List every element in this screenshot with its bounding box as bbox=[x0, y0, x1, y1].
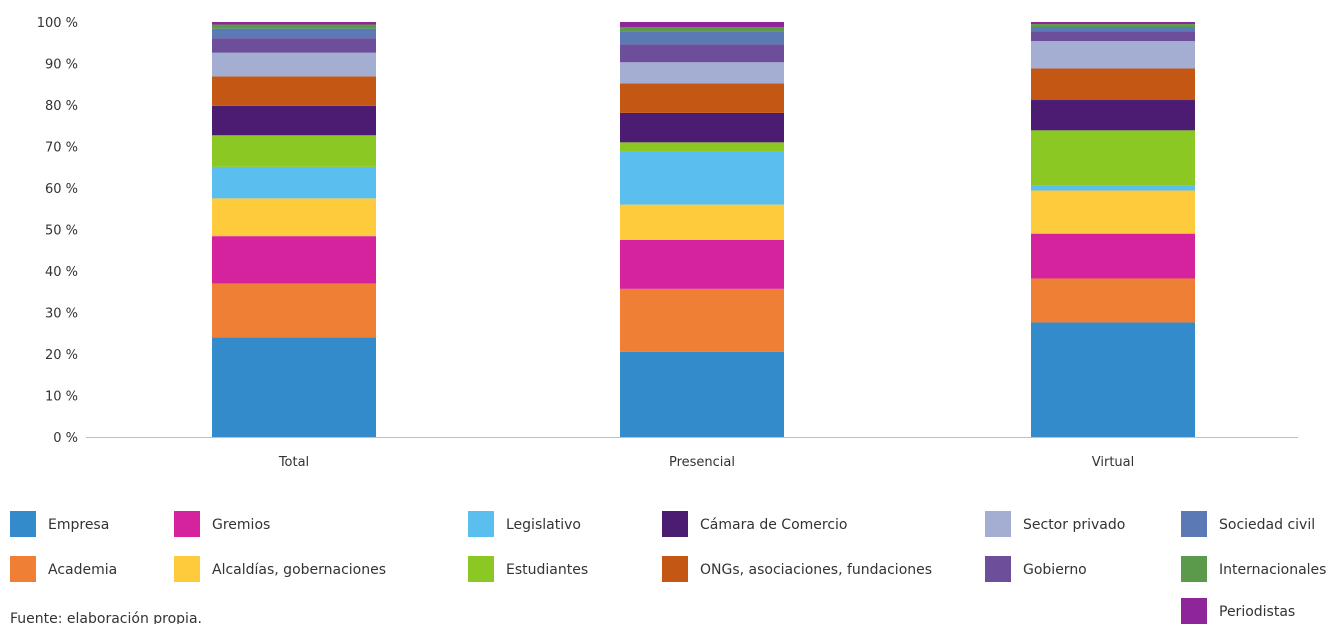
legend-label: Periodistas bbox=[1219, 604, 1295, 620]
legend-swatch bbox=[1181, 598, 1207, 624]
bar-segment-virtual-12 bbox=[1031, 22, 1195, 25]
legend-label: Sector privado bbox=[1023, 517, 1125, 533]
x-tick-label: Virtual bbox=[1092, 455, 1134, 470]
legend-item: Gremios bbox=[174, 511, 270, 537]
legend: Empresa Gremios Legislativo Cámara de Comer… bbox=[10, 511, 1326, 624]
y-tick-label: 100 % bbox=[37, 16, 78, 31]
legend-label: Estudiantes bbox=[506, 562, 588, 578]
y-tick-label: 70 % bbox=[45, 141, 78, 156]
legend-swatch bbox=[174, 511, 200, 537]
bar-segment-presencial-11 bbox=[620, 26, 784, 32]
bar-segment-virtual-2 bbox=[1031, 233, 1195, 279]
bar-segment-virtual-8 bbox=[1031, 41, 1195, 69]
bar-segment-total-2 bbox=[212, 236, 376, 284]
legend-item: Gobierno bbox=[985, 556, 1087, 582]
legend-label: Academia bbox=[48, 562, 117, 578]
x-tick-label: Presencial bbox=[669, 455, 735, 470]
y-tick-label: 0 % bbox=[53, 431, 78, 446]
y-tick-label: 40 % bbox=[45, 265, 78, 280]
legend-item: Estudiantes bbox=[468, 556, 588, 582]
y-tick-label: 20 % bbox=[45, 348, 78, 363]
bar-segment-total-12 bbox=[212, 22, 376, 25]
legend-item: Sector privado bbox=[985, 511, 1125, 537]
x-tick-label: Total bbox=[278, 455, 309, 470]
legend-item: Legislativo bbox=[468, 511, 581, 537]
bar-segment-total-5 bbox=[212, 135, 376, 167]
bar-segment-presencial-3 bbox=[620, 204, 784, 240]
y-tick-label: 50 % bbox=[45, 224, 78, 239]
bar-segment-presencial-1 bbox=[620, 288, 784, 352]
legend-swatch bbox=[174, 556, 200, 582]
bar-segment-total-4 bbox=[212, 166, 376, 199]
legend-label: Internacionales bbox=[1219, 562, 1326, 578]
bar-segment-total-7 bbox=[212, 76, 376, 106]
bar-segment-virtual-3 bbox=[1031, 190, 1195, 234]
bar-segment-presencial-9 bbox=[620, 44, 784, 63]
bar-segment-virtual-1 bbox=[1031, 278, 1195, 323]
legend-label: Gobierno bbox=[1023, 562, 1087, 578]
y-tick-label: 10 % bbox=[45, 390, 78, 405]
legend-item: Periodistas bbox=[1181, 598, 1295, 624]
bar-segment-presencial-2 bbox=[620, 239, 784, 289]
bar-segment-virtual-4 bbox=[1031, 185, 1195, 191]
legend-swatch bbox=[985, 556, 1011, 582]
x-axis: Total Presencial Virtual bbox=[86, 437, 1298, 470]
bar-segment-virtual-7 bbox=[1031, 68, 1195, 101]
legend-item: Internacionales bbox=[1181, 556, 1326, 582]
bar-segment-presencial-0 bbox=[620, 351, 784, 437]
bar-segment-virtual-5 bbox=[1031, 130, 1195, 186]
legend-swatch bbox=[985, 511, 1011, 537]
legend-item: ONGs, asociaciones, fundaciones bbox=[662, 556, 932, 582]
bar-segment-virtual-11 bbox=[1031, 24, 1195, 27]
bar-segment-virtual-10 bbox=[1031, 26, 1195, 32]
bar-segment-virtual-0 bbox=[1031, 322, 1195, 437]
source-note: Fuente: elaboración propia. bbox=[10, 611, 202, 624]
legend-swatch bbox=[10, 511, 36, 537]
bar-segment-total-0 bbox=[212, 337, 376, 437]
bar-segment-total-1 bbox=[212, 283, 376, 338]
bar-segment-virtual-6 bbox=[1031, 100, 1195, 131]
bar-segment-presencial-12 bbox=[620, 22, 784, 27]
legend-label: Cámara de Comercio bbox=[700, 517, 848, 533]
bar-segment-total-9 bbox=[212, 38, 376, 53]
legend-swatch bbox=[1181, 511, 1207, 537]
bar-segment-presencial-6 bbox=[620, 112, 784, 143]
bar-segment-total-11 bbox=[212, 24, 376, 29]
legend-label: Alcaldías, gobernaciones bbox=[212, 562, 386, 578]
bar-segment-total-3 bbox=[212, 198, 376, 237]
legend-item: Alcaldías, gobernaciones bbox=[174, 556, 386, 582]
legend-swatch bbox=[662, 556, 688, 582]
legend-label: Legislativo bbox=[506, 517, 581, 533]
legend-swatch bbox=[468, 511, 494, 537]
legend-label: Sociedad civil bbox=[1219, 517, 1315, 533]
y-tick-label: 60 % bbox=[45, 182, 78, 197]
bar-segment-presencial-4 bbox=[620, 151, 784, 205]
bar-segment-total-8 bbox=[212, 52, 376, 77]
legend-swatch bbox=[468, 556, 494, 582]
bar-segment-virtual-9 bbox=[1031, 31, 1195, 42]
bar-segment-total-10 bbox=[212, 28, 376, 39]
legend-label: Gremios bbox=[212, 517, 270, 533]
legend-item: Empresa bbox=[10, 511, 109, 537]
legend-label: Empresa bbox=[48, 517, 109, 533]
legend-swatch bbox=[10, 556, 36, 582]
y-axis: 0 % 10 % 20 % 30 % 40 % 50 % 60 % 70 % 80 % 90 % 1… bbox=[37, 16, 78, 446]
legend-label: ONGs, asociaciones, fundaciones bbox=[700, 562, 932, 578]
legend-swatch bbox=[662, 511, 688, 537]
legend-item: Cámara de Comercio bbox=[662, 511, 848, 537]
bar-segment-presencial-5 bbox=[620, 142, 784, 152]
legend-item: Sociedad civil bbox=[1181, 511, 1315, 537]
bars bbox=[212, 22, 1195, 437]
bar-segment-presencial-8 bbox=[620, 62, 784, 84]
legend-item: Academia bbox=[10, 556, 117, 582]
y-tick-label: 90 % bbox=[45, 58, 78, 73]
bar-segment-total-6 bbox=[212, 105, 376, 136]
bar-segment-presencial-10 bbox=[620, 31, 784, 45]
y-tick-label: 30 % bbox=[45, 307, 78, 322]
y-tick-label: 80 % bbox=[45, 99, 78, 114]
legend-swatch bbox=[1181, 556, 1207, 582]
bar-segment-presencial-7 bbox=[620, 83, 784, 113]
